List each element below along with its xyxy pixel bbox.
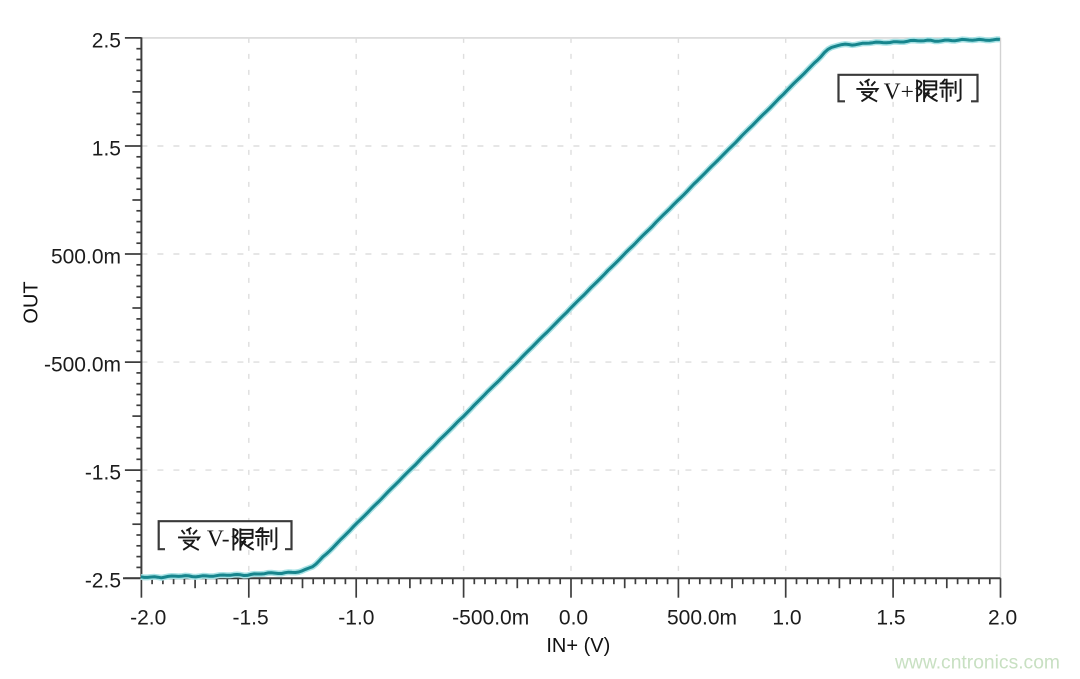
svg-text:-1.0: -1.0 [338, 607, 374, 630]
svg-text:1.5: 1.5 [876, 607, 905, 630]
svg-text:2.0: 2.0 [988, 607, 1017, 630]
svg-text:-1.5: -1.5 [233, 607, 269, 630]
svg-text:www.cntronics.com: www.cntronics.com [894, 653, 1060, 674]
svg-text:0.0: 0.0 [559, 607, 588, 630]
svg-text:500.0m: 500.0m [667, 607, 737, 630]
svg-text:OUT: OUT [21, 281, 43, 323]
svg-text:-2.0: -2.0 [130, 607, 166, 630]
svg-text:V-: V- [207, 526, 230, 552]
svg-text:-500.0m: -500.0m [44, 354, 121, 377]
svg-text:1.5: 1.5 [92, 138, 121, 161]
svg-text:-2.5: -2.5 [85, 570, 121, 593]
svg-text:2.5: 2.5 [92, 29, 121, 52]
svg-text:-1.5: -1.5 [85, 462, 121, 485]
svg-text:IN+ (V): IN+ (V) [546, 635, 610, 657]
svg-text:V+: V+ [884, 79, 914, 105]
svg-text:500.0m: 500.0m [51, 246, 121, 269]
svg-text:-500.0m: -500.0m [452, 607, 529, 630]
svg-text:1.0: 1.0 [772, 607, 801, 630]
